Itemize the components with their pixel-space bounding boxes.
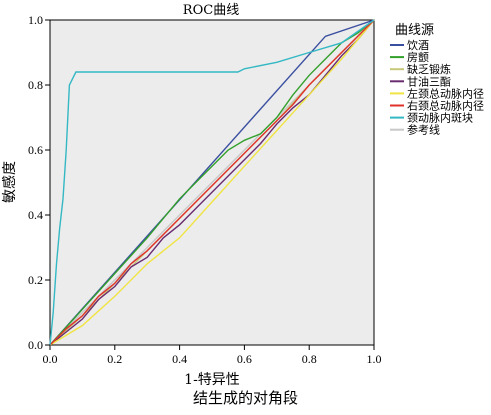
footnote: 结生成的对角段 xyxy=(192,389,298,407)
x-tick-label: 0.2 xyxy=(107,352,122,366)
y-tick-label: 0.8 xyxy=(28,78,43,92)
series-line-1 xyxy=(49,19,375,346)
x-tick-label: 1.0 xyxy=(367,352,382,366)
legend-label-6: 颈动脉内斑块 xyxy=(407,111,473,125)
legend-label-4: 左颈总动脉内径 xyxy=(407,86,484,100)
legend-label-7: 参考线 xyxy=(407,123,440,137)
y-axis-title: 敏感度 xyxy=(1,161,18,203)
series-line-3 xyxy=(49,19,375,346)
x-tick-label: 0.8 xyxy=(302,352,317,366)
y-axis: 0.0 0.2 0.4 0.6 0.8 1.0 xyxy=(28,13,50,352)
y-tick-label: 0.0 xyxy=(28,338,43,352)
series-line-0 xyxy=(49,19,375,346)
legend-title: 曲线源 xyxy=(395,23,434,38)
x-tick-label: 0.4 xyxy=(172,352,187,366)
chart-title: ROC曲线 xyxy=(183,3,239,18)
x-axis-title: 1-特异性 xyxy=(184,372,240,388)
y-tick-label: 0.6 xyxy=(28,143,43,157)
series-line-5 xyxy=(49,19,375,346)
y-tick-label: 1.0 xyxy=(28,13,43,27)
series-line-4 xyxy=(49,19,375,346)
x-tick-label: 0.6 xyxy=(237,352,252,366)
legend-label-3: 甘油三酯 xyxy=(407,74,451,88)
legend-label-1: 房颤 xyxy=(407,50,429,64)
series-layer xyxy=(49,19,375,346)
x-axis: 0.0 0.2 0.4 0.6 0.8 1.0 xyxy=(43,345,382,366)
legend-label-5: 右颈总动脉内径 xyxy=(407,99,484,113)
y-tick-label: 0.2 xyxy=(28,273,43,287)
legend-label-2: 缺乏锻炼 xyxy=(407,62,451,76)
series-line-6 xyxy=(49,19,375,346)
x-tick-label: 0.0 xyxy=(43,352,58,366)
legend-label-0: 饮酒 xyxy=(407,39,429,52)
y-tick-label: 0.4 xyxy=(28,208,43,222)
